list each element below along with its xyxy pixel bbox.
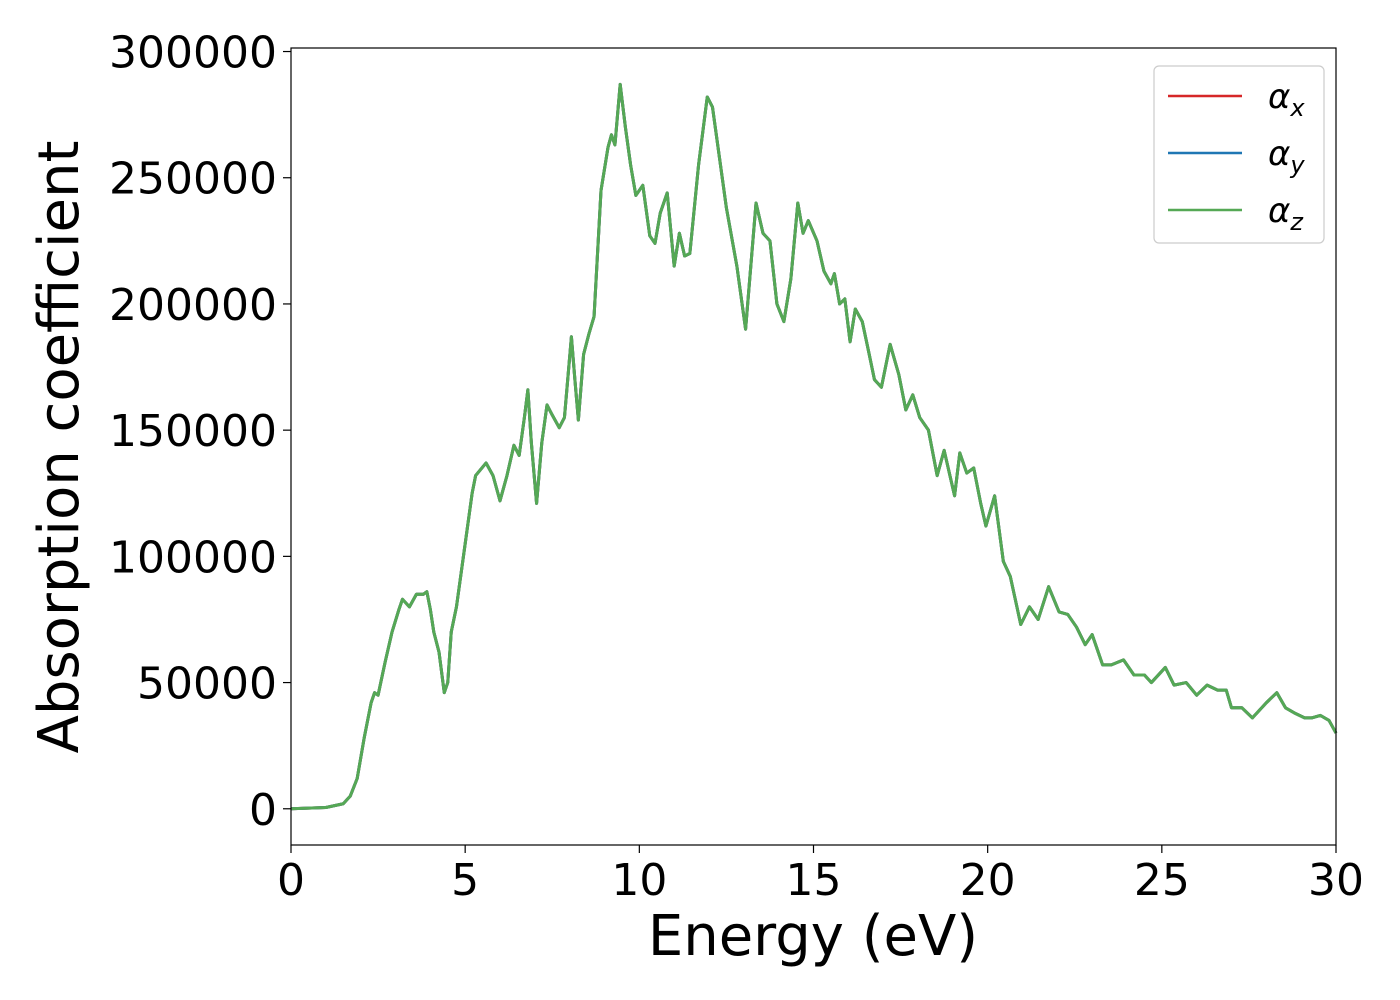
legend-label: αx bbox=[1268, 77, 1305, 122]
x-tick-label: 15 bbox=[786, 855, 842, 906]
data-line bbox=[290, 82, 1338, 811]
y-tick-label: 100000 bbox=[109, 532, 277, 583]
y-tick-label: 300000 bbox=[109, 28, 277, 79]
x-axis-label: Energy (eV) bbox=[648, 904, 978, 969]
y-tick-label: 250000 bbox=[109, 154, 277, 205]
y-tick-label: 200000 bbox=[109, 280, 277, 331]
x-tick-label: 10 bbox=[611, 855, 667, 906]
legend-label: αy bbox=[1268, 134, 1305, 179]
x-tick-label: 0 bbox=[277, 855, 305, 906]
legend-label: αz bbox=[1268, 191, 1304, 236]
legend-box bbox=[1153, 65, 1325, 244]
x-tick-label: 30 bbox=[1308, 855, 1364, 906]
plot-frame bbox=[290, 47, 1337, 846]
x-tick-label: 20 bbox=[960, 855, 1016, 906]
x-tick-label: 5 bbox=[451, 855, 479, 906]
y-tick-label: 150000 bbox=[109, 406, 277, 457]
y-tick-label: 0 bbox=[249, 785, 277, 836]
y-tick-label: 50000 bbox=[137, 659, 277, 710]
y-axis-label: Absorption coefficient bbox=[27, 141, 92, 754]
x-tick-label: 25 bbox=[1134, 855, 1190, 906]
